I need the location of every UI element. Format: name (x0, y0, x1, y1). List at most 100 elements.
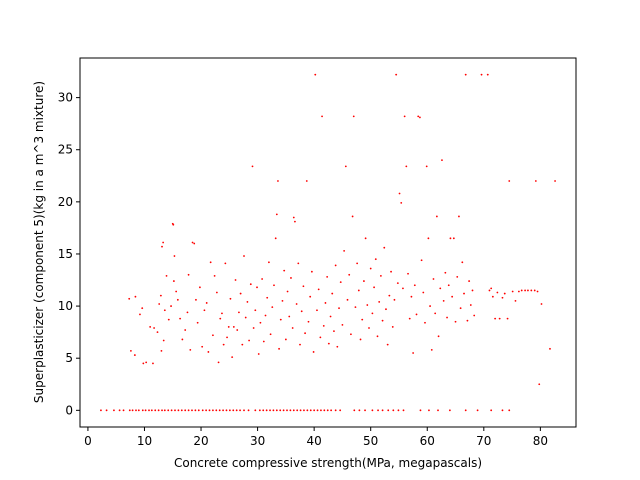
data-point (461, 261, 464, 264)
data-point (203, 309, 206, 312)
data-point (161, 245, 163, 248)
points-layer (100, 73, 556, 412)
data-point (148, 409, 150, 412)
data-point (165, 274, 168, 277)
data-point (494, 317, 497, 320)
data-point (238, 311, 240, 314)
data-point (248, 339, 251, 342)
data-point (378, 301, 381, 303)
data-point (184, 409, 187, 412)
data-point (279, 318, 282, 321)
data-point (468, 280, 471, 282)
data-point (292, 216, 295, 219)
data-point (199, 286, 201, 289)
data-point (261, 278, 264, 280)
data-point (299, 343, 301, 346)
data-point (157, 409, 160, 412)
data-point (313, 409, 316, 412)
data-point (201, 345, 204, 348)
data-point (212, 409, 214, 412)
data-point (217, 361, 220, 364)
data-point (354, 306, 357, 309)
data-point (264, 314, 267, 317)
data-point (259, 321, 262, 324)
data-point (388, 294, 391, 297)
data-point (358, 409, 361, 412)
data-point (176, 298, 179, 301)
data-point (265, 409, 268, 412)
data-point (144, 409, 147, 412)
data-point (397, 409, 400, 412)
data-point (239, 409, 241, 412)
x-tick-label: 0 (84, 434, 92, 448)
data-point (172, 280, 175, 282)
data-point (244, 316, 247, 319)
data-point (128, 297, 131, 300)
data-point (218, 409, 221, 412)
data-point (434, 312, 437, 315)
data-point (159, 294, 162, 297)
data-point (369, 267, 372, 270)
data-point (189, 348, 192, 351)
data-point (396, 282, 399, 285)
data-point (530, 289, 533, 292)
data-point (158, 303, 161, 305)
data-point (469, 304, 472, 306)
data-point (306, 409, 309, 412)
data-point (473, 314, 476, 317)
data-point (141, 307, 144, 310)
data-point (491, 295, 494, 298)
data-point (501, 409, 504, 412)
data-point (459, 307, 462, 310)
data-point (208, 409, 211, 412)
data-point (163, 309, 166, 312)
data-point (527, 289, 529, 292)
data-point (268, 261, 270, 264)
data-point (254, 409, 257, 412)
data-point (376, 335, 379, 338)
data-point (448, 409, 451, 412)
data-point (439, 287, 442, 290)
data-point (137, 409, 140, 412)
data-point (449, 237, 452, 240)
data-point (316, 409, 319, 412)
data-point (379, 274, 382, 277)
data-point (321, 115, 323, 118)
data-point (161, 409, 163, 412)
data-point (540, 303, 543, 305)
data-point (170, 305, 172, 307)
data-point (490, 409, 493, 412)
data-point (191, 241, 194, 244)
data-point (501, 296, 504, 299)
data-point (341, 323, 344, 326)
data-point (236, 329, 239, 331)
x-tick-label: 10 (137, 434, 152, 448)
data-point (205, 409, 208, 412)
data-point (320, 409, 322, 412)
data-point (243, 409, 245, 412)
data-point (207, 351, 210, 353)
data-point (402, 287, 404, 290)
data-point (454, 320, 457, 323)
data-point (179, 317, 182, 320)
data-point (275, 213, 278, 216)
data-point (403, 115, 406, 118)
data-point (227, 326, 230, 328)
data-point (517, 290, 520, 293)
data-point (153, 327, 155, 329)
data-point (415, 313, 418, 316)
data-point (488, 289, 491, 292)
x-tick-label: 20 (193, 434, 208, 448)
data-point (156, 331, 159, 334)
data-point (304, 332, 306, 335)
data-point (398, 192, 401, 195)
data-point (257, 353, 260, 355)
data-point (324, 302, 327, 304)
x-tick-label: 40 (307, 434, 322, 448)
data-point (554, 180, 556, 182)
data-point (145, 361, 148, 364)
data-point (441, 159, 443, 162)
data-point (269, 333, 272, 336)
data-point (451, 295, 454, 298)
data-point (175, 290, 178, 293)
